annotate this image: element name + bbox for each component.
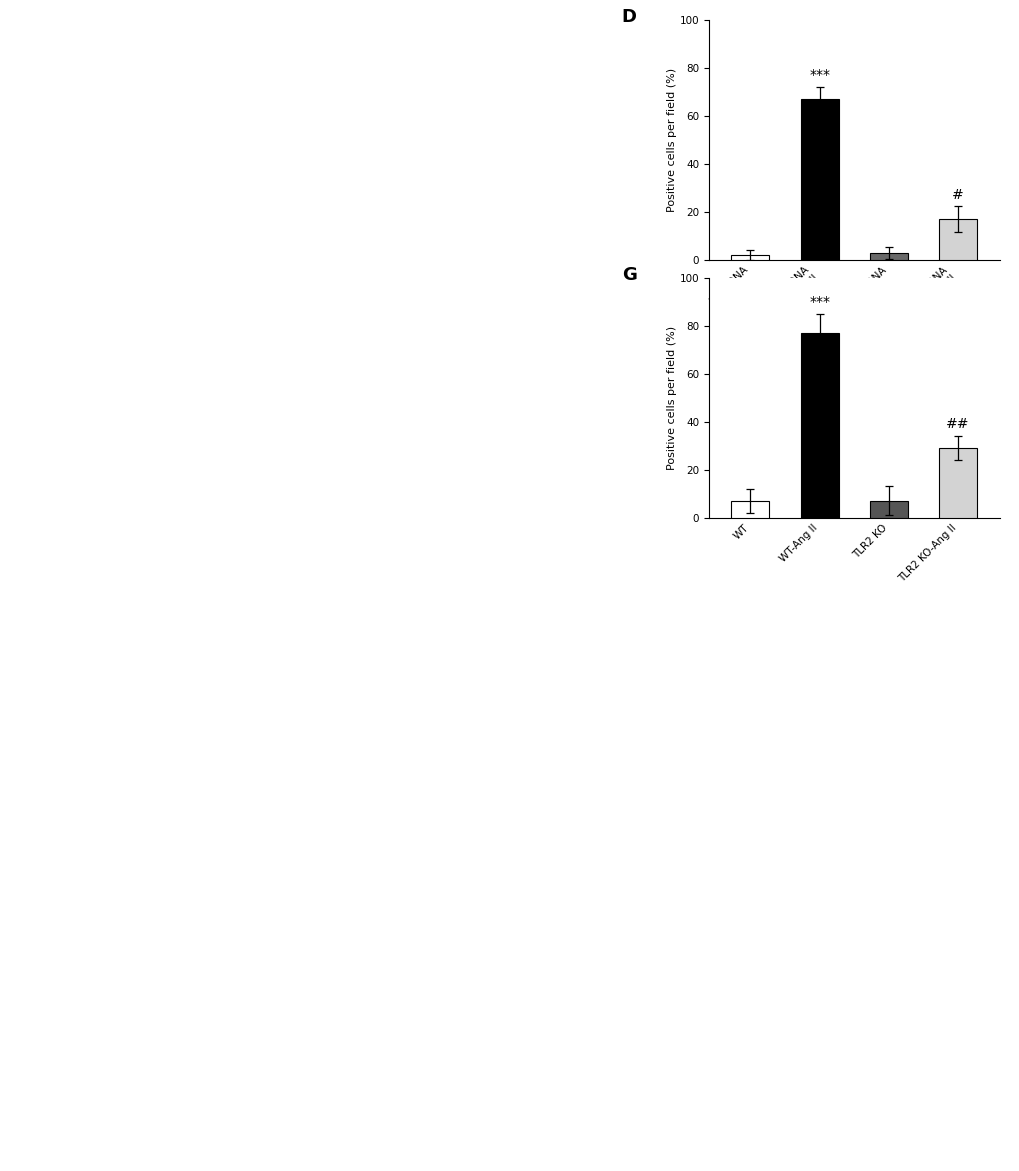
Bar <box>938 448 976 518</box>
Text: G: G <box>621 266 636 283</box>
Text: ##: ## <box>946 417 969 431</box>
Bar <box>800 100 838 260</box>
Bar <box>731 501 768 518</box>
Bar <box>731 255 768 260</box>
Bar <box>800 333 838 518</box>
Text: D: D <box>621 8 636 26</box>
Y-axis label: Positive cells per field (%): Positive cells per field (%) <box>666 326 677 470</box>
Bar <box>869 501 907 518</box>
Bar <box>938 219 976 260</box>
Bar <box>869 253 907 260</box>
Text: ***: *** <box>808 295 829 309</box>
Text: #: # <box>952 189 963 203</box>
Text: ***: *** <box>808 68 829 82</box>
Y-axis label: Positive cells per field (%): Positive cells per field (%) <box>666 68 677 212</box>
